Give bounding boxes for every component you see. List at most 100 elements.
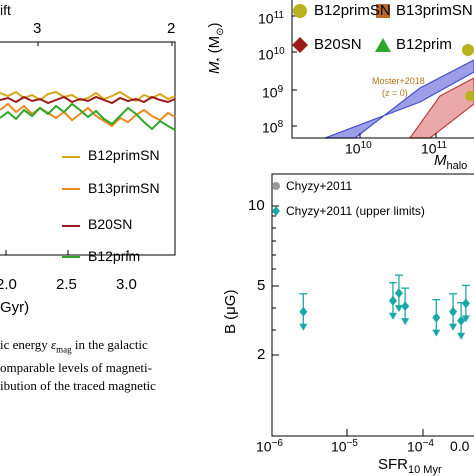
upper-limit-arrow xyxy=(461,315,470,323)
series-line-b12primsn xyxy=(0,90,176,103)
y-tick-label: 10 xyxy=(248,197,265,214)
x-axis-label: SFR10 Myr xyxy=(378,456,442,476)
tick-exponent: 10 xyxy=(273,46,285,57)
tick-base: 10 xyxy=(256,438,272,455)
data-point-diamond xyxy=(457,315,466,326)
legend-label-b20sn: B20SN xyxy=(88,216,133,232)
legend-marker-square xyxy=(376,4,390,18)
axis-subscript: 10 Myr xyxy=(408,464,442,476)
left-plot-frame xyxy=(0,41,176,256)
upper-limit-arrow xyxy=(388,312,397,320)
series-line-b12prim xyxy=(0,102,176,131)
series-line-b13primsn xyxy=(0,102,176,128)
legend-marker-triangle xyxy=(375,38,391,52)
legend-marker-diamond xyxy=(272,206,280,216)
legend-label-b12primsn: B12primSN xyxy=(88,147,160,163)
caption-subscript: mag xyxy=(56,344,72,355)
y-tick-label: 109 xyxy=(262,84,283,101)
tick-base: 10 xyxy=(407,438,423,455)
y-tick-label: 5 xyxy=(257,277,266,294)
legend-label-b12prim: B12prim xyxy=(88,248,141,264)
x-tick-label: 10−5 xyxy=(331,438,358,455)
y-tick-label: 108 xyxy=(262,119,283,136)
data-point-diamond xyxy=(299,306,308,317)
caption-line: ic energy εmag in the galactic xyxy=(0,336,184,359)
top-right-frame xyxy=(291,0,474,139)
tick-base: 10 xyxy=(421,140,437,157)
bottom-tick-label: 2.5 xyxy=(56,276,77,293)
legend-marker-diamond xyxy=(292,37,308,53)
y-axis-label: B (μG) xyxy=(222,289,239,334)
legend-label: Chyzy+2011 xyxy=(286,179,353,193)
x-axis-label: Mhalo xyxy=(434,152,467,172)
x-tick-label: 1010 xyxy=(345,140,372,157)
tick-exponent: −4 xyxy=(422,438,434,449)
axis-symbol: SFR xyxy=(378,456,408,473)
tick-base: 10 xyxy=(258,46,274,63)
caption-text: ic energy xyxy=(0,337,52,352)
legend-label: B20SN xyxy=(314,36,362,53)
x-tick-label: 10−4 xyxy=(407,438,434,455)
x-axis-label: Gyr) xyxy=(0,299,30,316)
y-tick-label: 1011 xyxy=(258,10,284,27)
y-tick-label: 1010 xyxy=(258,46,285,63)
data-point-diamond xyxy=(432,312,441,323)
legend-marker-circle xyxy=(293,4,307,18)
x-tick-label: 0.0 xyxy=(450,438,470,454)
data-point-diamond xyxy=(388,295,397,306)
upper-limit-arrow xyxy=(401,318,410,326)
upper-limit-arrow xyxy=(432,329,441,337)
series-line-b20sn xyxy=(0,95,176,105)
y-tick-label: 2 xyxy=(257,346,266,363)
tick-exponent: 11 xyxy=(273,10,284,21)
data-point-circle xyxy=(465,91,474,101)
upper-limit-arrow xyxy=(299,323,308,331)
data-points-group xyxy=(299,274,470,340)
tick-exponent: −6 xyxy=(271,438,283,449)
legend-label-b13primsn: B13primSN xyxy=(88,180,160,196)
data-point-diamond xyxy=(401,301,410,312)
upper-limit-arrow xyxy=(457,332,466,340)
legend-label: B12prim xyxy=(396,36,452,53)
tick-base: 10 xyxy=(262,84,278,101)
figure-caption: ic energy εmag in the galactic omparable… xyxy=(0,336,184,395)
axis-subscript: halo xyxy=(446,160,468,172)
tick-exponent: 9 xyxy=(277,84,284,95)
tick-exponent: 10 xyxy=(360,140,372,151)
data-point-circle xyxy=(462,44,474,56)
moster-annotation: Moster+2018 xyxy=(372,76,425,86)
upper-limit-arrow xyxy=(394,305,403,313)
bottom-right-frame xyxy=(271,173,474,437)
caption-text: in the galactic xyxy=(71,337,148,352)
legend-label: B12primSN xyxy=(314,2,391,19)
legend-marker-circle xyxy=(272,182,280,190)
top-tick-label: 3 xyxy=(33,20,42,37)
tick-base: 10 xyxy=(258,10,274,27)
top-axis-label: ift xyxy=(0,2,11,18)
axis-symbol: M xyxy=(434,152,447,169)
tick-base: 10 xyxy=(345,140,361,157)
legend-label: Chyzy+2011 (upper limits) xyxy=(286,204,425,218)
x-tick-label: 1011 xyxy=(421,140,447,157)
data-point-diamond xyxy=(394,288,403,299)
top-tick-label: 2 xyxy=(167,20,176,37)
upper-limit-arrow xyxy=(449,323,458,331)
tick-exponent: −5 xyxy=(346,438,358,449)
tick-exponent: 11 xyxy=(436,140,447,151)
legend-label: B13primSN xyxy=(396,2,473,19)
caption-line: ibution of the traced magnetic xyxy=(0,377,156,393)
x-tick-label: 10−6 xyxy=(256,438,283,455)
moster-annotation-redshift: (z = 0) xyxy=(382,88,408,98)
caption-symbol: ε xyxy=(51,337,57,352)
data-point-diamond xyxy=(461,298,470,309)
tick-base: 10 xyxy=(331,438,347,455)
tick-base: 10 xyxy=(262,119,278,136)
bottom-tick-label: 2.0 xyxy=(0,276,17,293)
data-point-diamond xyxy=(449,306,458,317)
tick-exponent: 8 xyxy=(277,119,284,130)
bottom-tick-label: 3.0 xyxy=(116,276,137,293)
caption-line: omparable levels of magneti- xyxy=(0,359,152,375)
